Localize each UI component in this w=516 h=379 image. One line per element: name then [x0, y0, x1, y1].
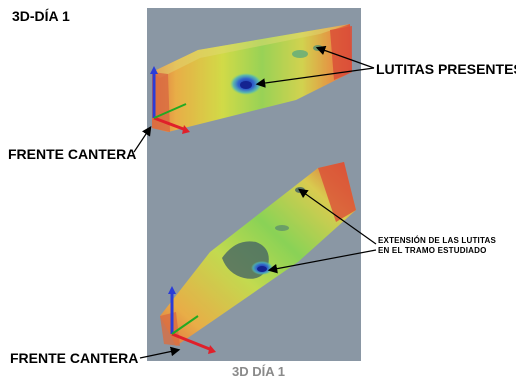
axis-triad-bottom	[168, 286, 216, 354]
pointer-arrows	[133, 45, 377, 359]
extension-label: EXTENSIÓN DE LAS LUTITAS EN EL TRAMO EST…	[378, 236, 496, 256]
frente-cantera-bottom-label: FRENTE CANTERA	[10, 350, 139, 366]
extension-label-line2: EN EL TRAMO ESTUDIADO	[378, 246, 487, 255]
viewport-caption: 3D DÍA 1	[232, 364, 285, 379]
lutitas-presentes-label: LUTITAS PRESENTES	[376, 61, 516, 77]
top-volume-block	[152, 24, 352, 132]
frente-cantera-top-label: FRENTE CANTERA	[8, 146, 137, 162]
extension-label-line1: EXTENSIÓN DE LAS LUTITAS	[378, 236, 496, 245]
axis-triad-top	[150, 66, 190, 134]
bottom-volume-block	[160, 162, 356, 346]
figure-title: 3D-DÍA 1	[12, 8, 70, 24]
